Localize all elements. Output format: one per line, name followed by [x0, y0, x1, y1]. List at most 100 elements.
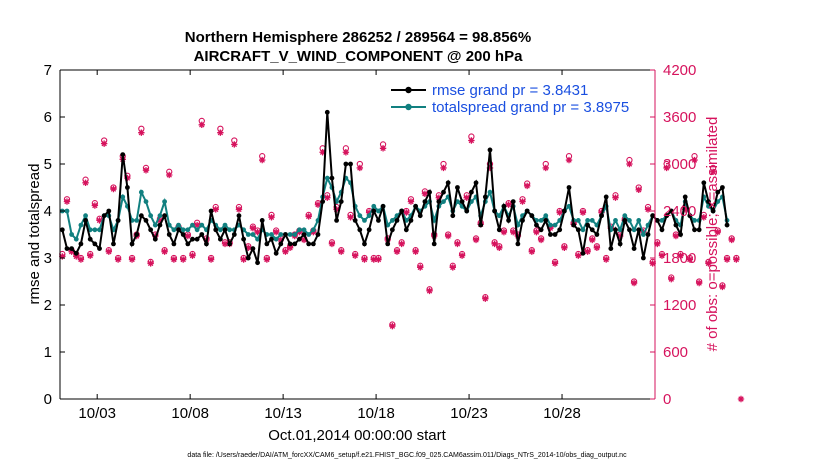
rmse-point [180, 232, 186, 237]
rmse-point [217, 236, 223, 242]
rmse-point [259, 218, 265, 223]
spread-point [659, 218, 665, 223]
rmse-point [166, 232, 172, 237]
rmse-point [324, 109, 330, 115]
obs-assimilated-point [319, 149, 326, 156]
left-tick-label: 4 [44, 203, 52, 220]
obs-assimilated-point [616, 232, 624, 240]
rmse-point [408, 218, 414, 223]
rmse-point [287, 241, 293, 247]
obs-assimilated-point [468, 137, 475, 144]
spread-point [64, 208, 70, 214]
rmse-point [92, 241, 98, 247]
obs-assimilated-point [705, 260, 712, 267]
rmse-point [696, 227, 702, 233]
rmse-point [403, 227, 409, 233]
obs-assimilated-point [602, 256, 610, 263]
rmse-point [222, 227, 228, 233]
obs-assimilated-point [347, 214, 354, 221]
rmse-point [315, 232, 321, 237]
obs-assimilated-point [533, 228, 540, 236]
obs-assimilated-point [719, 283, 726, 291]
spread-point [73, 236, 79, 242]
rmse-point [654, 218, 660, 223]
spread-point [152, 222, 158, 228]
rmse-point [362, 241, 367, 247]
rmse-point [120, 152, 126, 158]
obs-assimilated-point [463, 194, 470, 201]
obs-assimilated-point [333, 206, 340, 213]
rmse-point [366, 227, 372, 233]
obs-assimilated-point [686, 256, 694, 263]
obs-assimilated-point [630, 279, 638, 287]
obs-assimilated-point [63, 198, 71, 205]
obs-assimilated-point [519, 198, 526, 205]
obs-assimilated-point [472, 236, 480, 244]
right-tick-label: 1200 [663, 297, 696, 314]
rmse-point [69, 246, 75, 252]
spread-point [538, 218, 544, 223]
obs-assimilated-point [565, 156, 573, 164]
rmse-point [371, 208, 377, 214]
rmse-point [543, 218, 549, 223]
rmse-point [292, 241, 298, 247]
obs-assimilated-series [59, 121, 745, 403]
spread-point [324, 175, 330, 181]
obs-assimilated-point [644, 206, 652, 213]
spread-point [287, 232, 293, 237]
rmse-point [599, 213, 604, 219]
y-axis-label-left: rmse and totalspread [26, 164, 43, 305]
rmse-point [376, 218, 381, 223]
rmse-point [245, 255, 251, 261]
obs-assimilated-point [635, 186, 642, 194]
spread-point [357, 213, 363, 219]
right-tick-label: 2400 [663, 203, 696, 220]
spread-point [441, 199, 446, 205]
obs-assimilated-point [714, 228, 721, 236]
legend-rmse-label: rmse grand pr = 3.8431 [432, 82, 588, 99]
legend-spread-label: totalspread grand pr = 3.8975 [432, 99, 629, 116]
rmse-point [352, 218, 358, 223]
rmse-point [111, 241, 116, 247]
spread-point [185, 227, 191, 233]
x-tick-label: 10/18 [357, 405, 395, 422]
obs-assimilated-point [105, 248, 113, 255]
obs-assimilated-point [193, 221, 201, 229]
obs-assimilated-point [189, 252, 196, 259]
rmse-point [194, 236, 200, 242]
left-tick-label: 2 [44, 297, 52, 314]
spread-point [227, 227, 233, 233]
obs-assimilated-point [235, 206, 243, 213]
obs-assimilated-point [505, 201, 512, 208]
rmse-point [724, 222, 730, 228]
right-tick-label: 600 [663, 344, 688, 361]
rmse-point [515, 241, 521, 247]
spread-point [157, 213, 163, 219]
rmse-point [380, 203, 386, 209]
obs-assimilated-point [207, 256, 215, 263]
rmse-point [538, 227, 544, 233]
obs-assimilated-point [82, 179, 89, 186]
obs-assimilated-point [328, 240, 336, 248]
obs-assimilated-point [254, 228, 261, 236]
obs-assimilated-point [338, 248, 345, 255]
obs-assimilated-point [612, 194, 619, 201]
rmse-point [501, 203, 507, 209]
spread-point [190, 222, 195, 228]
rmse-point [496, 227, 502, 233]
rmse-point [594, 232, 600, 237]
obs-assimilated-point [584, 248, 591, 255]
rmse-point [580, 250, 586, 256]
rmse-point [152, 236, 158, 242]
spread-point [589, 218, 595, 223]
left-tick-label: 7 [44, 62, 52, 79]
rmse-point [343, 161, 349, 167]
obs-assimilated-point [156, 217, 164, 224]
obs-assimilated-point [245, 244, 252, 252]
rmse-point [622, 218, 628, 223]
rmse-point [720, 185, 725, 190]
spread-point [301, 227, 307, 233]
right-tick-label: 3000 [663, 156, 696, 173]
rmse-point [417, 213, 423, 219]
obs-assimilated-point [496, 244, 503, 252]
